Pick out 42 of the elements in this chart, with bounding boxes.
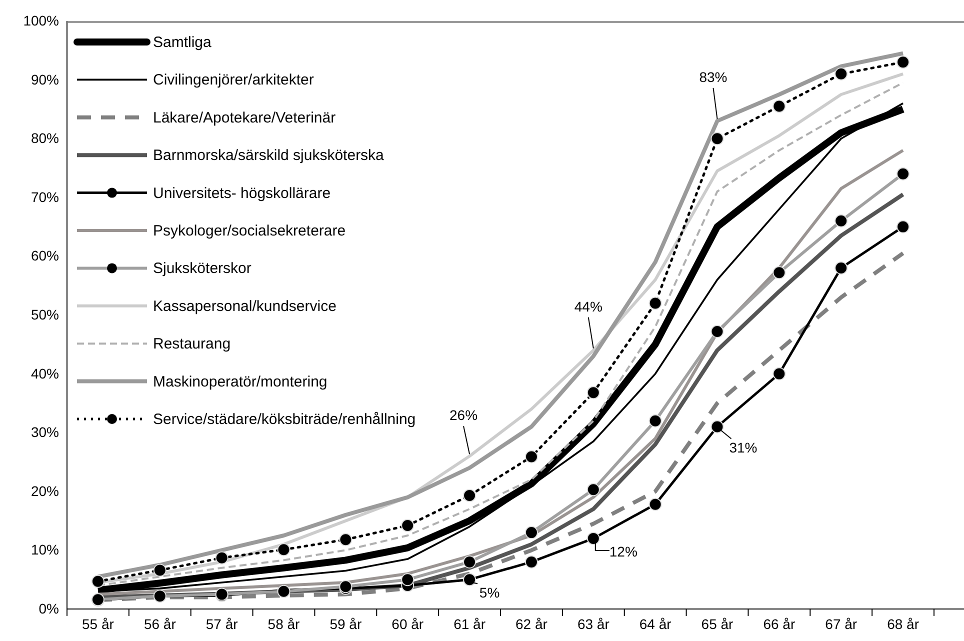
legend-label: Maskinoperatör/montering [153,373,328,390]
x-tick-label: 55 år [82,616,114,632]
y-tick-label: 10% [30,542,59,558]
y-tick-label: 30% [30,424,59,440]
legend-label: Barnmorska/särskild sjuksköterska [153,147,385,164]
y-tick-label: 100% [23,12,59,28]
x-tick-label: 64 år [639,616,672,632]
legend-label: Kassapersonal/kundservice [153,298,336,315]
y-tick-label: 80% [30,130,59,146]
legend-label: Universitets- högskollärare [153,184,331,202]
legend-label: Läkare/Apotekare/Veterinär [153,109,336,126]
y-tick-label: 40% [30,365,59,382]
x-tick-label: 66 år [763,616,796,632]
x-tick-label: 62 år [516,616,548,632]
annotation: 31% [729,440,758,456]
y-tick-label: 20% [30,482,59,499]
x-tick-label: 65 år [701,616,734,632]
annotation: 26% [450,407,478,424]
y-tick-label: 90% [30,71,59,88]
y-tick-label: 50% [30,306,59,322]
x-tick-label: 60 år [392,616,424,632]
legend-label: Sjuksköterskor [153,260,252,278]
x-tick-label: 63 år [577,616,610,632]
x-tick-label: 56 år [144,616,176,632]
legend-label: Restaurang [153,336,231,353]
x-tick-label: 68 år [887,616,920,632]
x-tick-label: 57 år [206,616,238,632]
legend-label: Civilingenjörer/arkitekter [153,72,314,89]
x-tick-label: 58 år [268,616,300,632]
annotation: 83% [699,68,728,85]
x-tick-label: 67 år [825,616,858,632]
legend-label: Service/städare/köksbiträde/renhållning [153,411,416,428]
y-tick-label: 60% [30,248,59,264]
annotation: 44% [574,298,602,314]
legend-label: Psykologer/socialsekreterare [153,222,346,240]
annotation: 5% [479,584,500,601]
annotation: 12% [609,543,638,560]
x-tick-label: 59 år [330,616,362,632]
x-tick-label: 61 år [454,616,486,632]
y-tick-label: 70% [30,188,59,205]
y-tick-label: 0% [38,600,59,616]
legend-label: Samtliga [153,34,212,51]
